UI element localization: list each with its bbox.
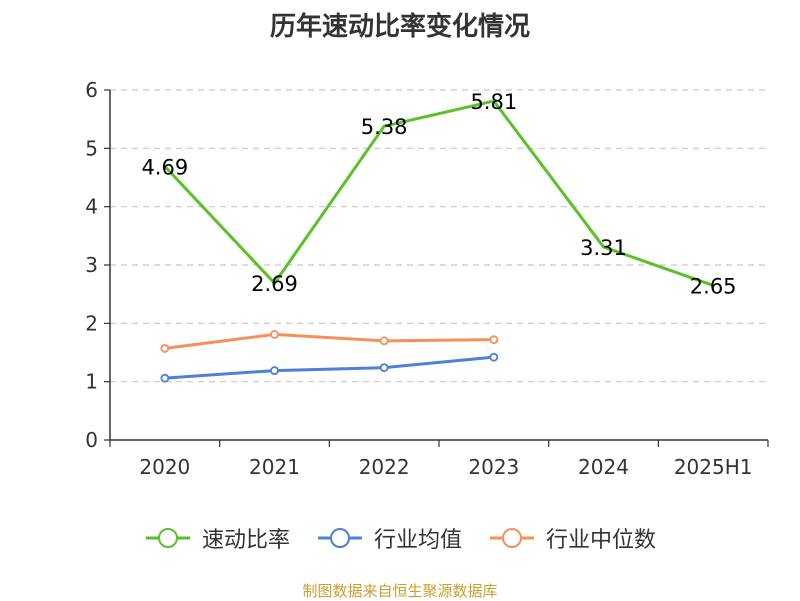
legend-item[interactable]: 速动比率 [144,522,290,554]
x-tick-label: 2020 [139,455,190,479]
data-point [489,352,499,362]
series-lines [160,99,714,383]
source-note: 制图数据来自恒生聚源数据库 [302,582,498,600]
data-label: 5.81 [470,90,517,114]
legend-swatch [317,528,362,548]
chart-title: 历年速动比率变化情况 [269,12,530,42]
y-tick-label: 0 [85,428,98,452]
legend-swatch [145,528,190,548]
data-label: 5.38 [361,115,408,139]
legend-item[interactable]: 行业中位数 [488,522,656,554]
y-tick-label: 6 [85,78,98,102]
y-tick-label: 2 [85,311,98,335]
grid-lines [110,89,768,383]
y-tick-label: 3 [85,253,98,277]
legend-item[interactable]: 行业均值 [316,522,462,554]
legend-label: 行业中位数 [546,528,657,553]
data-point [379,363,389,373]
y-tick-label: 5 [85,136,98,160]
data-point [270,366,279,375]
data-label: 4.69 [141,155,188,179]
legend-label: 速动比率 [201,528,290,553]
legend-label: 行业均值 [373,528,462,553]
x-tick-label: 2022 [359,455,410,479]
legend: 速动比率 行业均值 行业中位数 [0,522,800,554]
series-line [163,99,714,287]
data-point [489,335,499,345]
x-tick-label: 2021 [249,455,300,479]
data-label: 3.31 [580,236,627,260]
x-tick-label: 2024 [578,455,629,479]
axes: 0 1 2 3 4 5 6 2020 2021 2022 2023 2024 2025H1 [85,78,769,479]
data-labels: 4.69 2.69 5.38 5.81 3.31 2.65 [141,90,736,298]
x-tick-label: 2025H1 [674,455,753,479]
y-tick-label: 1 [85,370,98,394]
data-point [379,336,389,346]
data-point [270,330,279,339]
legend-swatch [490,528,534,548]
y-tick-label: 4 [85,195,98,219]
data-label: 2.65 [690,274,737,298]
series-line [164,332,494,350]
data-label: 2.69 [251,272,298,296]
x-tick-label: 2023 [468,455,519,479]
data-point [160,373,170,383]
data-point [160,344,170,353]
series-line [164,355,494,380]
